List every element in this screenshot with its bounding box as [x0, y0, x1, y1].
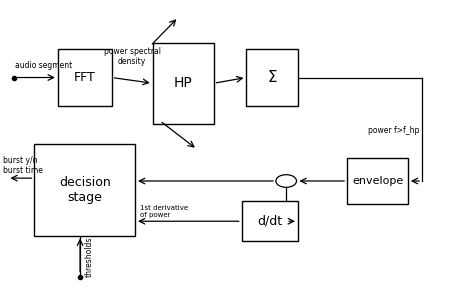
Bar — [347, 158, 408, 204]
Text: burst y/n
burst time: burst y/n burst time — [3, 156, 43, 175]
Text: decision
stage: decision stage — [59, 176, 110, 204]
Text: power f>f_hp: power f>f_hp — [368, 126, 419, 135]
Text: d/dt: d/dt — [257, 215, 283, 228]
Bar — [35, 144, 135, 236]
Text: power spectral
density: power spectral density — [104, 47, 161, 66]
Bar — [246, 49, 298, 106]
Circle shape — [276, 175, 297, 187]
Text: Σ: Σ — [267, 70, 277, 85]
Bar — [58, 49, 112, 106]
Text: audio segment: audio segment — [16, 61, 73, 70]
Bar — [242, 201, 298, 241]
Text: thresholds: thresholds — [85, 236, 94, 277]
Bar — [153, 43, 214, 124]
Text: 1st derivative
of power: 1st derivative of power — [140, 205, 188, 218]
Text: envelope: envelope — [352, 176, 403, 186]
Text: HP: HP — [174, 76, 192, 90]
Text: FFT: FFT — [74, 71, 96, 84]
